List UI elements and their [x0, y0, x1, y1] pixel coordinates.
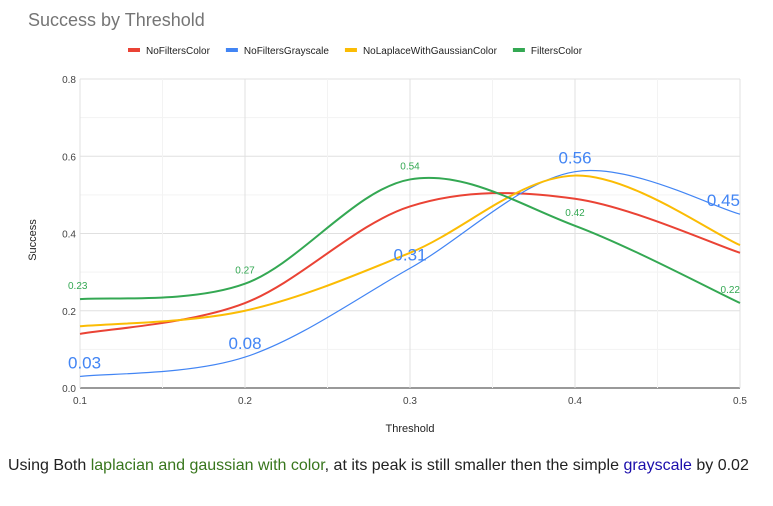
- data-label: 0.54: [400, 161, 420, 172]
- series-line-filters-color: [79, 176, 741, 304]
- x-tick-label: 0.1: [73, 396, 87, 407]
- data-label: 0.08: [228, 334, 261, 353]
- data-label: 0.56: [558, 149, 591, 168]
- x-tick-label: 0.2: [238, 396, 252, 407]
- data-label: 0.42: [565, 208, 585, 219]
- caption-part-5: by 0.02: [691, 457, 749, 474]
- chart-legend: NoFiltersColor NoFiltersGrayscale NoLaplac…: [128, 46, 583, 57]
- y-tick-label: 0.2: [62, 307, 76, 318]
- chart-title: Success by Threshold: [28, 10, 205, 30]
- data-label: 0.31: [393, 245, 426, 264]
- data-label: 0.27: [235, 266, 255, 277]
- x-tick-label: 0.5: [733, 396, 747, 407]
- legend-swatch: [512, 48, 525, 52]
- y-tick-label: 0.6: [62, 152, 76, 163]
- data-label: 0.03: [68, 353, 101, 372]
- chart-grid: [79, 78, 741, 389]
- legend-label: NoFiltersColor: [146, 46, 211, 57]
- legend-label: NoFiltersGrayscale: [244, 46, 329, 57]
- data-label: 0.22: [721, 285, 741, 296]
- x-tick-label: 0.4: [568, 396, 582, 407]
- data-label: 0.45: [707, 191, 740, 210]
- axis-ticks: 0.0 0.2 0.4 0.6 0.8 0.1 0.2 0.3 0.4 0.5: [62, 75, 747, 407]
- caption-text: Using Both laplacian and gaussian with c…: [8, 454, 768, 478]
- series-line-no-filters-grayscale: [79, 169, 741, 378]
- line-chart: Success by Threshold NoFiltersColor NoFil…: [27, 10, 747, 435]
- legend-swatch: [128, 48, 140, 52]
- series-line-no-laplace-with-gaussian-color: [79, 174, 741, 328]
- legend-swatch: [225, 48, 238, 52]
- caption-highlight-laplacian: laplacian and gaussian with color: [90, 457, 325, 474]
- x-tick-label: 0.3: [403, 396, 417, 407]
- data-label: 0.23: [68, 281, 88, 292]
- caption-part-3: , at its peak is still smaller then the …: [324, 457, 624, 474]
- data-labels: 0.03 0.08 0.31 0.56 0.45 0.23 0.27 0.54 0.42 0.22: [68, 149, 740, 373]
- y-axis-label: Success: [27, 219, 39, 261]
- legend-label: NoLaplaceWithGaussianColor: [363, 46, 498, 57]
- legend-label: FiltersColor: [531, 46, 583, 57]
- caption-part-1: Using Both: [8, 457, 91, 474]
- x-axis-label: Threshold: [386, 423, 435, 435]
- caption-highlight-grayscale: grayscale: [623, 457, 692, 474]
- y-tick-label: 0.0: [62, 384, 76, 395]
- legend-swatch: [344, 48, 357, 52]
- y-tick-label: 0.8: [62, 75, 76, 86]
- series-lines: [79, 169, 741, 378]
- y-tick-label: 0.4: [62, 230, 76, 241]
